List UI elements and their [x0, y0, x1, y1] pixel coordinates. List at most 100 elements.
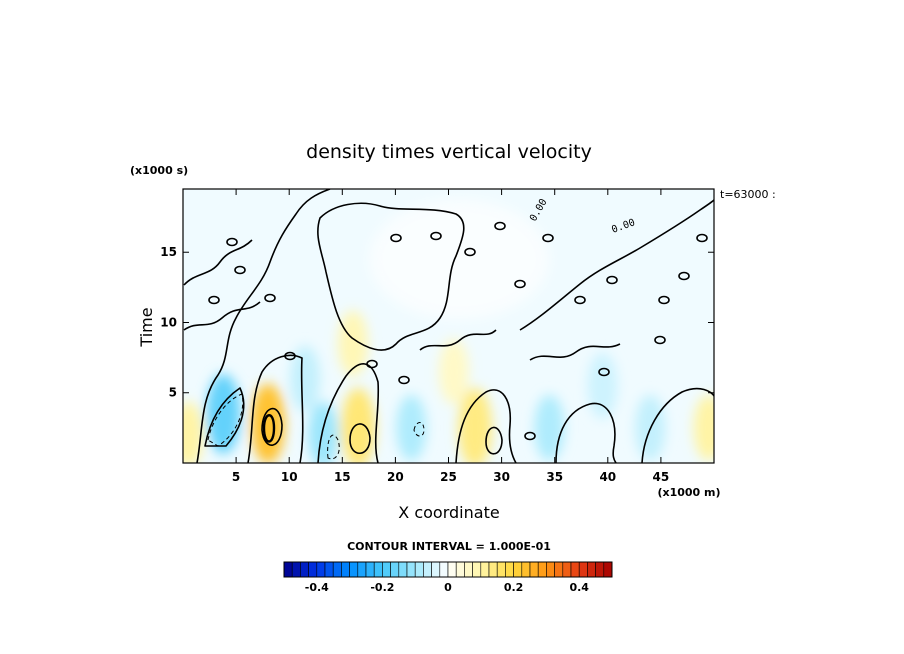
y-tick-label: 15	[160, 245, 177, 259]
colorbar-swatch	[570, 561, 580, 578]
colorbar-swatch	[283, 561, 293, 578]
colorbar-swatch	[349, 561, 359, 578]
contour-island	[514, 279, 526, 289]
contour-island	[234, 265, 246, 275]
colorbar-swatch	[316, 561, 326, 578]
negative-anomaly	[396, 394, 427, 461]
x-tick-label: 35	[546, 470, 563, 484]
negative-anomaly	[587, 352, 618, 419]
y-tick-label: 10	[160, 315, 177, 329]
x-unit-label: (x1000 m)	[657, 486, 720, 499]
positive-anomaly	[337, 310, 368, 377]
zero-contour	[419, 329, 497, 351]
x-tick-label: 30	[493, 470, 510, 484]
contour-island	[574, 295, 586, 305]
y-unit-label: (x1000 s)	[130, 164, 188, 177]
colorbar-tick-label: -0.2	[370, 581, 394, 594]
colorbar-swatch	[300, 561, 309, 578]
zero-contour	[485, 426, 503, 455]
positive-anomaly	[183, 401, 204, 463]
positive-contour	[262, 414, 276, 443]
colorbar-swatch	[332, 561, 342, 578]
colorbar-swatch	[431, 561, 441, 578]
colorbar-swatch	[578, 561, 588, 578]
colorbar-swatch	[398, 561, 408, 578]
colorbar-swatch	[521, 561, 531, 578]
x-tick-label: 20	[387, 470, 404, 484]
colorbar-swatch	[414, 561, 424, 578]
chart-title: density times vertical velocity	[306, 141, 592, 163]
colorbar-swatch	[341, 561, 350, 578]
x-axis-label: X coordinate	[398, 503, 499, 522]
colorbar-swatch	[472, 561, 482, 578]
contour-island	[284, 351, 296, 361]
colorbar-tick-label: 0.2	[504, 581, 524, 594]
time-stamp-label: t=63000 :	[720, 188, 776, 201]
contour-island	[524, 431, 536, 441]
zero-contour	[555, 402, 617, 463]
negative-anomaly	[308, 401, 339, 463]
colorbar-swatch	[488, 561, 498, 578]
colorbar-swatch	[587, 561, 596, 578]
zero-contour	[183, 239, 253, 286]
colorbar-swatch	[464, 561, 473, 578]
colorbar-swatch	[308, 561, 318, 578]
colorbar-swatch	[546, 561, 555, 578]
x-tick-label: 5	[232, 470, 240, 484]
y-axis-label: Time	[137, 307, 156, 347]
contour-island	[542, 233, 554, 243]
zero-contour	[317, 363, 380, 463]
zero-contour	[317, 202, 465, 351]
x-tick-label: 25	[440, 470, 457, 484]
contour-island	[366, 359, 378, 369]
colorbar-tick-label: 0	[444, 581, 452, 594]
zero-contour	[455, 389, 517, 463]
colorbar-swatch	[480, 561, 490, 578]
colorbar-swatch	[496, 561, 506, 578]
y-tick-label: 5	[169, 386, 177, 400]
contour-island	[226, 237, 238, 247]
contour-island	[654, 335, 666, 345]
colorbar-swatch	[365, 561, 375, 578]
zero-contour	[183, 301, 261, 331]
negative-anomaly	[290, 345, 321, 412]
contour-island	[658, 295, 670, 305]
colorbar-swatch	[513, 561, 523, 578]
colorbar-ticks: -0.4 -0.2 0 0.2 0.4	[305, 581, 590, 594]
negative-anomaly	[534, 394, 565, 461]
negative-contour	[327, 434, 340, 460]
contour-island	[494, 221, 506, 231]
contour-island	[390, 233, 402, 243]
colorbar-swatch	[291, 561, 301, 578]
positive-anomaly	[693, 394, 714, 461]
x-axis: 5 10 15 20 25 30 35 40 45	[232, 189, 669, 484]
x-tick-label: 15	[334, 470, 351, 484]
colorbar-swatch	[537, 561, 547, 578]
contour-island	[678, 271, 690, 281]
colorbar-swatch	[382, 561, 391, 578]
contour-island	[464, 247, 476, 257]
quiet-region	[369, 199, 550, 320]
x-tick-label: 45	[653, 470, 670, 484]
colorbar-swatch	[554, 561, 564, 578]
negative-contour	[207, 393, 244, 447]
colorbar-frame	[283, 561, 613, 578]
colorbar-swatch	[505, 561, 514, 578]
y-axis: 5 10 15	[160, 245, 714, 400]
zero-contour	[204, 387, 245, 447]
colorbar-swatch	[439, 561, 449, 578]
zero-contour	[641, 387, 714, 463]
colorbar-tick-label: 0.4	[569, 581, 589, 594]
colorbar-swatch	[529, 561, 539, 578]
contour-island	[598, 367, 610, 377]
colorbar-swatch	[595, 561, 605, 578]
positive-anomaly	[250, 383, 285, 463]
contour-island	[606, 275, 618, 285]
contour-island	[430, 231, 442, 241]
x-tick-label: 10	[281, 470, 298, 484]
contour-island	[696, 233, 708, 243]
colorbar-swatch	[324, 561, 334, 578]
positive-anomaly	[341, 387, 376, 463]
colorbar-swatch	[373, 561, 383, 578]
